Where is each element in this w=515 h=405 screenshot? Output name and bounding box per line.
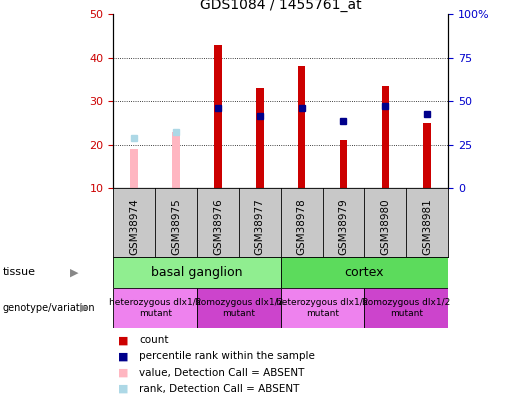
Text: rank, Detection Call = ABSENT: rank, Detection Call = ABSENT <box>139 384 299 394</box>
Text: GSM38977: GSM38977 <box>255 198 265 256</box>
Bar <box>281 288 365 328</box>
Text: value, Detection Call = ABSENT: value, Detection Call = ABSENT <box>139 368 304 377</box>
Title: GDS1084 / 1455761_at: GDS1084 / 1455761_at <box>200 0 362 12</box>
Bar <box>298 66 305 188</box>
Text: ■: ■ <box>118 384 129 394</box>
Text: ■: ■ <box>118 368 129 377</box>
Bar <box>214 45 221 188</box>
Text: ■: ■ <box>118 335 129 345</box>
Text: cortex: cortex <box>345 266 384 279</box>
Bar <box>365 288 448 328</box>
Text: count: count <box>139 335 168 345</box>
Bar <box>113 288 197 328</box>
Text: homozygous dlx1/2
mutant: homozygous dlx1/2 mutant <box>362 298 450 318</box>
Bar <box>281 257 448 288</box>
Text: basal ganglion: basal ganglion <box>151 266 243 279</box>
Bar <box>130 149 138 188</box>
Text: ■: ■ <box>118 352 129 361</box>
Text: homozygous dlx1/2
mutant: homozygous dlx1/2 mutant <box>195 298 283 318</box>
Text: ▶: ▶ <box>70 267 78 277</box>
Text: GSM38975: GSM38975 <box>171 198 181 256</box>
Bar <box>423 123 431 188</box>
Text: GSM38978: GSM38978 <box>297 198 306 256</box>
Bar <box>340 141 347 188</box>
Text: GSM38981: GSM38981 <box>422 198 432 256</box>
Text: tissue: tissue <box>3 267 36 277</box>
Text: ▶: ▶ <box>80 303 89 313</box>
Text: percentile rank within the sample: percentile rank within the sample <box>139 352 315 361</box>
Text: GSM38974: GSM38974 <box>129 198 139 256</box>
Bar <box>113 257 281 288</box>
Text: GSM38979: GSM38979 <box>338 198 349 256</box>
Text: heterozygous dlx1/2
mutant: heterozygous dlx1/2 mutant <box>109 298 201 318</box>
Text: GSM38976: GSM38976 <box>213 198 223 256</box>
Bar <box>382 86 389 188</box>
Bar <box>197 288 281 328</box>
Bar <box>256 88 264 188</box>
Text: GSM38980: GSM38980 <box>380 198 390 255</box>
Text: heterozygous dlx1/2
mutant: heterozygous dlx1/2 mutant <box>277 298 369 318</box>
Text: genotype/variation: genotype/variation <box>3 303 95 313</box>
Bar <box>173 132 180 188</box>
